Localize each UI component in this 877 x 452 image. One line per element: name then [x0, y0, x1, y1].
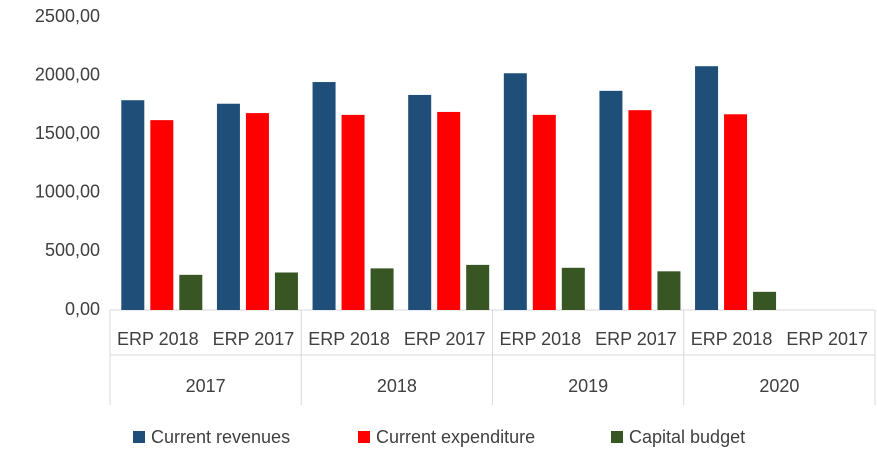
- bar: [695, 66, 719, 310]
- legend-label: Current expenditure: [376, 427, 535, 447]
- bar: [216, 103, 240, 310]
- bar: [408, 94, 432, 310]
- x-tick-label: ERP 2017: [404, 329, 486, 349]
- bar: [599, 90, 623, 310]
- group-label: 2017: [186, 376, 226, 396]
- y-tick-label: 2500,00: [35, 6, 100, 26]
- bar: [370, 268, 394, 310]
- x-tick-label: ERP 2017: [786, 329, 868, 349]
- legend-label: Current revenues: [151, 427, 290, 447]
- bar: [312, 82, 336, 311]
- bar: [628, 110, 652, 310]
- y-tick-label: 0,00: [65, 299, 100, 319]
- legend-swatch: [133, 431, 145, 443]
- legend-label: Capital budget: [629, 427, 745, 447]
- x-tick-label: ERP 2017: [595, 329, 677, 349]
- x-tick-label: ERP 2018: [499, 329, 581, 349]
- bar: [724, 114, 748, 310]
- y-tick-label: 1000,00: [35, 182, 100, 202]
- x-tick-label: ERP 2018: [117, 329, 199, 349]
- bar: [561, 267, 585, 310]
- bar: [466, 264, 490, 310]
- bar: [274, 272, 298, 310]
- bar: [657, 271, 681, 310]
- legend-swatch: [358, 431, 370, 443]
- x-tick-label: ERP 2018: [308, 329, 390, 349]
- y-tick-label: 500,00: [45, 240, 100, 260]
- bar: [245, 113, 269, 310]
- bar: [150, 120, 174, 310]
- x-tick-label: ERP 2018: [691, 329, 773, 349]
- bar: [121, 100, 145, 310]
- bar: [753, 291, 777, 310]
- group-label: 2019: [568, 376, 608, 396]
- bar: [503, 73, 527, 310]
- legend-swatch: [611, 431, 623, 443]
- x-tick-label: ERP 2017: [213, 329, 295, 349]
- y-tick-label: 2000,00: [35, 64, 100, 84]
- bar: [179, 274, 203, 310]
- bar: [437, 111, 461, 310]
- group-label: 2020: [759, 376, 799, 396]
- group-label: 2018: [377, 376, 417, 396]
- y-tick-label: 1500,00: [35, 123, 100, 143]
- bar: [532, 114, 556, 310]
- bar: [341, 114, 365, 310]
